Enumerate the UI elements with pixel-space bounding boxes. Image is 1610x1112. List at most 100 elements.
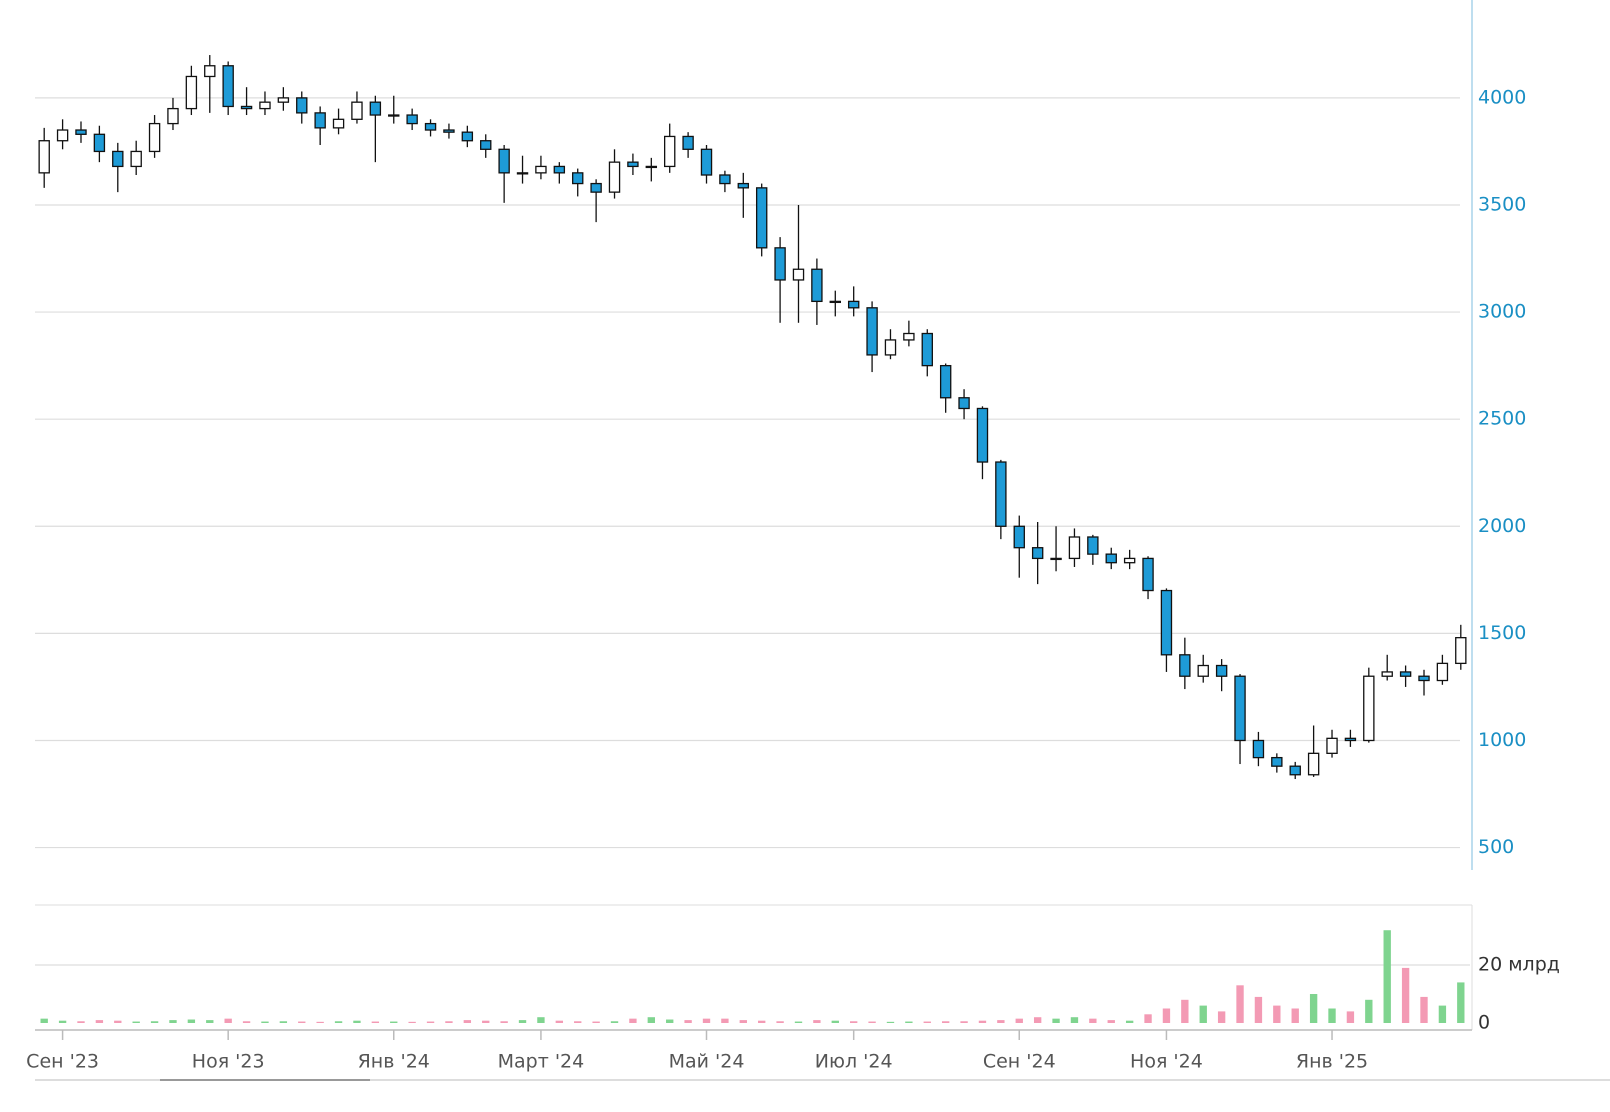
volume-bar bbox=[868, 1021, 876, 1023]
candle-body bbox=[1031, 547, 1044, 560]
candle-body bbox=[1197, 664, 1209, 677]
volume-bar bbox=[555, 1020, 564, 1023]
x-tick-label: Июл '24 bbox=[815, 1051, 893, 1073]
candle-body bbox=[112, 150, 124, 168]
volume-bar bbox=[739, 1020, 747, 1023]
y2-tick-label: 0 bbox=[1478, 1012, 1490, 1034]
volume-bar bbox=[574, 1021, 582, 1023]
candle-body bbox=[443, 129, 455, 133]
volume-bar bbox=[1291, 1008, 1299, 1023]
volume-bar bbox=[371, 1021, 380, 1023]
volume-bar bbox=[261, 1021, 269, 1023]
volume-bar bbox=[77, 1021, 85, 1023]
y-tick-label: 1500 bbox=[1478, 622, 1526, 644]
volume-bar bbox=[592, 1021, 600, 1023]
volume-bar bbox=[408, 1021, 416, 1023]
candle-body bbox=[222, 65, 234, 108]
volume-bar bbox=[647, 1017, 655, 1023]
volume-bar bbox=[1144, 1014, 1152, 1023]
volume-bar bbox=[187, 1019, 196, 1023]
volume-bar bbox=[150, 1021, 159, 1023]
candle-body bbox=[185, 75, 198, 110]
candle-body bbox=[480, 140, 492, 150]
volume-bar bbox=[610, 1021, 619, 1023]
candle-body bbox=[774, 247, 786, 281]
candle-body bbox=[1326, 737, 1338, 754]
volume-bar bbox=[905, 1021, 913, 1023]
candle-body bbox=[553, 165, 566, 174]
candle-body bbox=[56, 129, 69, 142]
volume-bar bbox=[978, 1020, 987, 1023]
volume-bar bbox=[169, 1020, 177, 1023]
candle-body bbox=[1381, 671, 1393, 677]
volume-bar bbox=[95, 1020, 104, 1023]
y-tick-label: 3500 bbox=[1478, 193, 1526, 215]
x-tick-label: Сен '23 bbox=[26, 1051, 99, 1073]
volume-bar bbox=[1328, 1008, 1336, 1023]
x-tick-label: Янв '24 bbox=[358, 1051, 430, 1073]
volume-bar bbox=[500, 1021, 508, 1023]
volume-bar bbox=[132, 1021, 140, 1023]
volume-bar bbox=[463, 1020, 472, 1023]
volume-bar bbox=[445, 1021, 453, 1023]
volume-bar bbox=[813, 1020, 821, 1023]
volume-bar bbox=[334, 1021, 343, 1023]
volume-bar bbox=[1401, 967, 1410, 1023]
volume-bar bbox=[1383, 930, 1391, 1023]
candle-body bbox=[1123, 557, 1136, 564]
candle-body bbox=[296, 97, 308, 114]
candle-body bbox=[259, 101, 271, 110]
volume-bar bbox=[390, 1021, 398, 1023]
volume-bar bbox=[518, 1020, 527, 1023]
volume-bar bbox=[960, 1021, 968, 1023]
candle-body bbox=[240, 105, 253, 110]
candle-body bbox=[921, 332, 933, 367]
volume-bar bbox=[1273, 1005, 1281, 1023]
candle-body bbox=[406, 114, 418, 125]
candle-body bbox=[608, 161, 621, 193]
x-tick-label: Ноя '24 bbox=[1130, 1051, 1203, 1073]
volume-bar bbox=[1107, 1020, 1115, 1023]
candle-body bbox=[1418, 675, 1430, 682]
volume-bar bbox=[850, 1021, 858, 1023]
volume-bar bbox=[426, 1021, 435, 1023]
volume-bar bbox=[794, 1021, 803, 1023]
candle-body bbox=[1344, 737, 1357, 742]
candle-body bbox=[627, 161, 639, 168]
candle-body bbox=[755, 187, 768, 249]
candle-body bbox=[884, 339, 897, 356]
volume-bar bbox=[1199, 1005, 1207, 1023]
volume-bar bbox=[629, 1018, 637, 1023]
candle-body bbox=[1289, 765, 1301, 776]
volume-bar bbox=[886, 1021, 895, 1023]
volume-bar bbox=[684, 1020, 692, 1023]
volume-bar bbox=[776, 1021, 784, 1023]
candle-body bbox=[1013, 525, 1025, 549]
volume-bar bbox=[298, 1021, 306, 1023]
candle-body bbox=[792, 268, 805, 281]
volume-bar bbox=[1070, 1017, 1079, 1023]
candle-body bbox=[645, 165, 658, 169]
volume-bar bbox=[1217, 1011, 1226, 1023]
volume-bar bbox=[1457, 982, 1465, 1023]
candle-body bbox=[737, 182, 750, 189]
candle-body bbox=[461, 131, 474, 142]
candle-body bbox=[1105, 553, 1117, 564]
candle-body bbox=[811, 268, 823, 303]
volume-bar bbox=[721, 1018, 729, 1023]
y2-tick-label: 20 млрд bbox=[1478, 954, 1560, 976]
candle-body bbox=[1307, 752, 1320, 776]
volume-bar bbox=[1420, 996, 1428, 1023]
x-tick-label: Янв '25 bbox=[1296, 1051, 1368, 1073]
volume-bar bbox=[316, 1021, 324, 1023]
candle-body bbox=[388, 114, 400, 117]
candle-body bbox=[719, 174, 731, 185]
y-tick-label: 1000 bbox=[1478, 729, 1526, 751]
candle-body bbox=[1436, 662, 1449, 682]
candle-body bbox=[332, 118, 345, 129]
candle-body bbox=[1087, 536, 1099, 555]
candle-body bbox=[829, 300, 841, 304]
candle-body bbox=[148, 122, 161, 153]
candle-body bbox=[995, 461, 1007, 527]
candle-body bbox=[277, 97, 290, 103]
